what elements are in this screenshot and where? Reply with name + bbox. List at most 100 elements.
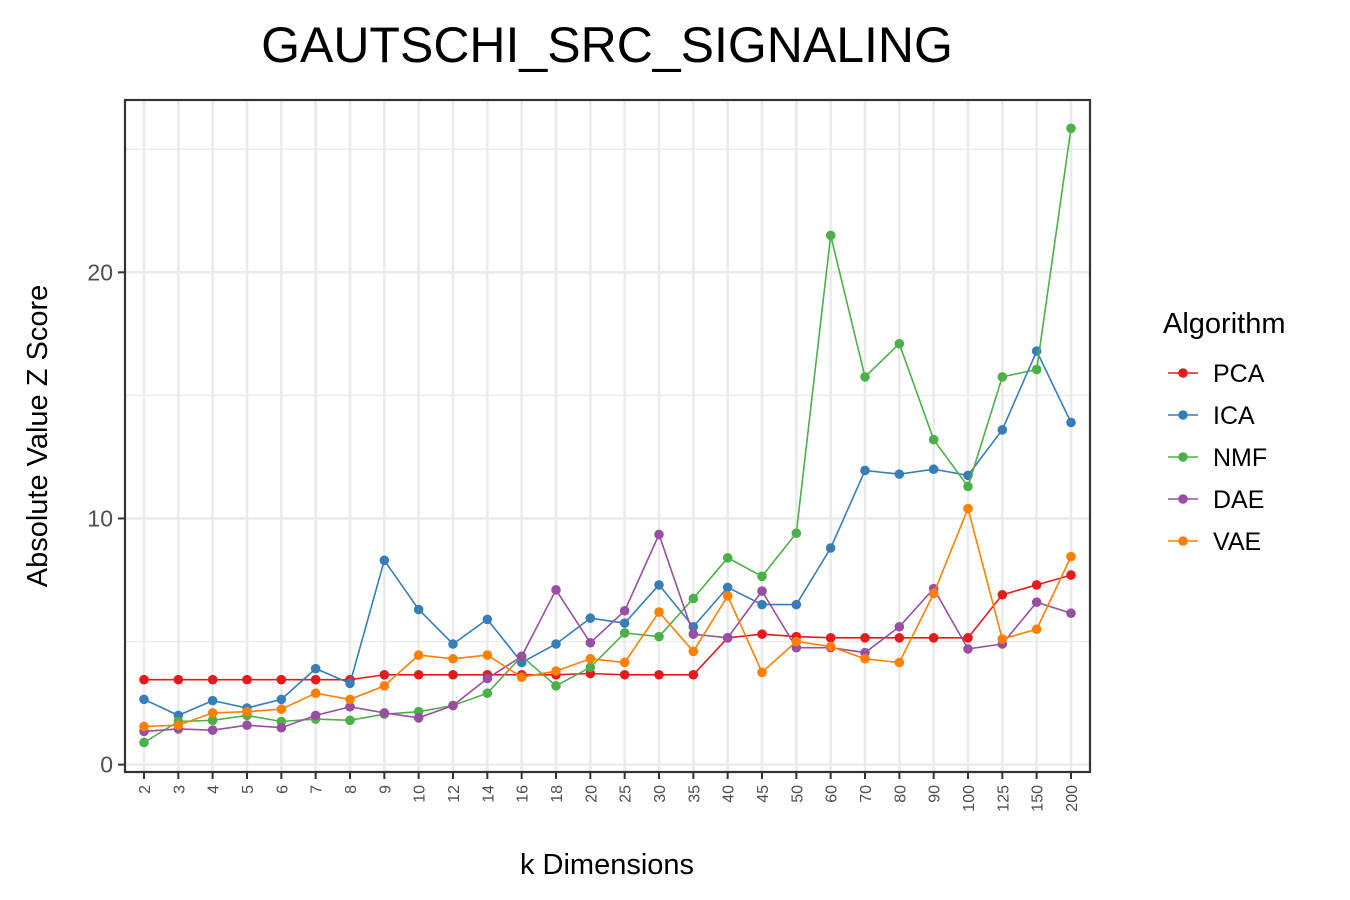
series-line-nmf xyxy=(143,128,1072,744)
data-point-ica xyxy=(825,543,836,553)
legend-key-point xyxy=(1178,536,1188,546)
plot-panel-border xyxy=(123,98,1092,774)
series-line-pca xyxy=(144,574,1072,681)
series-line-vae xyxy=(143,506,1072,728)
data-point-nmf xyxy=(585,662,596,673)
data-point-pca xyxy=(1031,580,1042,590)
legend: Algorithm PCA ICA NMF DAE VAE xyxy=(1163,308,1286,556)
data-point-dae xyxy=(276,722,287,733)
data-point-dae xyxy=(448,700,458,711)
data-point-vae xyxy=(551,666,561,676)
legend-key-point xyxy=(1178,452,1188,462)
data-point-ica xyxy=(310,663,321,674)
legend-label: NMF xyxy=(1213,444,1267,472)
data-point-dae xyxy=(551,585,561,595)
data-point-ica xyxy=(585,613,596,623)
x-tick-label: 30 xyxy=(652,785,669,803)
data-point-nmf xyxy=(928,434,939,445)
x-tick-label: 2 xyxy=(137,785,154,794)
data-point-vae xyxy=(1066,551,1076,562)
data-point-vae xyxy=(242,706,252,717)
data-point-pca xyxy=(173,674,184,685)
data-point-ica xyxy=(791,599,802,610)
data-point-pca xyxy=(379,669,390,680)
data-point-dae xyxy=(963,644,973,654)
data-point-pca xyxy=(448,669,458,680)
data-point-vae xyxy=(413,650,424,660)
data-point-nmf xyxy=(551,681,561,691)
legend-item-ica: ICA xyxy=(1168,402,1255,430)
data-point-nmf xyxy=(619,628,630,638)
legend-label: PCA xyxy=(1213,360,1265,388)
data-point-nmf xyxy=(825,230,836,241)
x-tick-label: 35 xyxy=(686,785,703,803)
data-point-vae xyxy=(173,720,184,731)
data-point-pca xyxy=(860,633,870,643)
x-tick-label: 100 xyxy=(961,785,978,812)
x-tick-label: 5 xyxy=(240,785,257,794)
data-point-dae xyxy=(482,673,493,684)
data-point-pca xyxy=(310,674,321,685)
data-point-vae xyxy=(276,704,287,715)
data-point-ica xyxy=(379,555,390,566)
x-tick-label: 45 xyxy=(755,785,772,803)
plot-grid xyxy=(125,100,1090,772)
data-point-pca xyxy=(1066,570,1076,580)
x-tick-label: 10 xyxy=(412,785,429,803)
x-tick-label: 150 xyxy=(1030,785,1047,812)
x-tick-label: 90 xyxy=(927,785,944,803)
data-point-nmf xyxy=(997,372,1008,382)
data-point-pca xyxy=(139,674,149,685)
legend-item-pca: PCA xyxy=(1168,360,1265,388)
data-point-ica xyxy=(654,580,664,590)
x-axis-title: k Dimensions xyxy=(520,849,694,881)
x-tick-label: 12 xyxy=(446,785,463,803)
data-point-nmf xyxy=(963,481,973,492)
data-point-pca xyxy=(963,633,973,643)
data-point-pca xyxy=(688,669,699,680)
x-tick-label: 20 xyxy=(583,785,600,803)
data-point-nmf xyxy=(1031,364,1042,375)
data-point-dae xyxy=(654,529,664,540)
x-tick-label: 3 xyxy=(171,785,188,794)
data-point-vae xyxy=(860,653,870,664)
data-point-nmf xyxy=(482,688,493,699)
x-tick-label: 7 xyxy=(309,785,326,794)
legend-key-point xyxy=(1178,494,1188,504)
data-point-nmf xyxy=(1066,123,1076,134)
x-tick-label: 6 xyxy=(274,785,291,794)
data-point-dae xyxy=(1031,597,1042,607)
x-axis: 2 3 4 5 6 7 8 9 10 12 14 16 18 20 25 30 35 40 45 50 60 70 80 90… xyxy=(137,772,1081,812)
legend-item-nmf: NMF xyxy=(1168,444,1267,472)
data-point-vae xyxy=(825,641,836,652)
data-point-pca xyxy=(825,633,836,643)
data-point-ica xyxy=(722,582,733,593)
legend-label: ICA xyxy=(1213,402,1255,430)
data-point-dae xyxy=(345,701,355,712)
x-tick-label: 18 xyxy=(549,785,566,803)
y-axis-title: Absolute Value Z Score xyxy=(22,285,54,588)
data-point-ica xyxy=(345,678,355,689)
series-line-dae xyxy=(143,532,1072,733)
x-tick-label: 9 xyxy=(377,785,394,794)
x-tick-label: 8 xyxy=(343,785,360,794)
data-point-pca xyxy=(654,669,664,680)
data-point-ica xyxy=(860,465,870,476)
x-tick-label: 25 xyxy=(618,785,635,803)
x-tick-label: 60 xyxy=(824,785,841,803)
legend-key-point xyxy=(1178,410,1188,420)
data-point-vae xyxy=(688,646,699,657)
data-point-vae xyxy=(757,667,767,678)
data-point-nmf xyxy=(688,593,699,604)
data-point-dae xyxy=(379,708,390,718)
data-point-ica xyxy=(894,469,905,479)
data-point-vae xyxy=(619,657,630,668)
data-point-dae xyxy=(894,621,905,632)
data-point-dae xyxy=(619,605,630,616)
x-tick-label: 50 xyxy=(789,785,806,803)
legend-key-point xyxy=(1178,368,1188,378)
data-point-ica xyxy=(413,604,424,615)
data-point-pca xyxy=(276,674,287,685)
data-point-vae xyxy=(791,636,802,647)
